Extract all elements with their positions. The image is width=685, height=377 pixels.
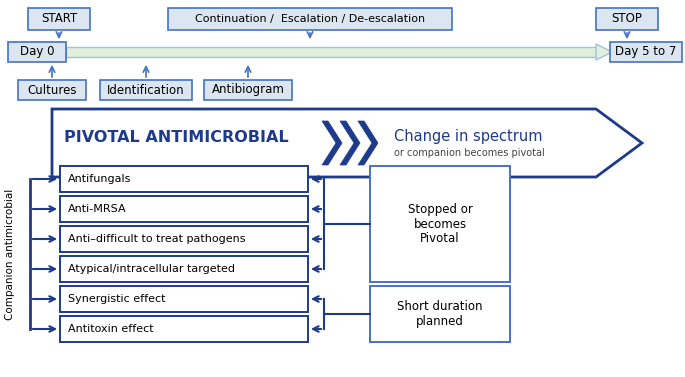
Text: START: START — [41, 12, 77, 26]
Bar — [60, 286, 308, 312]
Text: Synergistic effect: Synergistic effect — [68, 294, 166, 304]
Polygon shape — [358, 121, 378, 165]
Text: Continuation /  Escalation / De-escalation: Continuation / Escalation / De-escalatio… — [195, 14, 425, 24]
Bar — [596, 8, 658, 30]
Text: Companion antimicrobial: Companion antimicrobial — [5, 188, 15, 320]
Bar — [28, 8, 90, 30]
Bar — [168, 8, 452, 30]
Text: Antifungals: Antifungals — [68, 174, 132, 184]
Polygon shape — [52, 109, 642, 177]
Bar — [18, 80, 86, 100]
Bar — [60, 256, 308, 282]
Polygon shape — [322, 121, 342, 165]
Text: Anti–difficult to treat pathogens: Anti–difficult to treat pathogens — [68, 234, 245, 244]
Bar — [66, 47, 596, 57]
Text: Antitoxin effect: Antitoxin effect — [68, 324, 153, 334]
Bar — [8, 42, 66, 62]
Bar — [610, 42, 682, 62]
Bar — [60, 316, 308, 342]
Bar — [60, 166, 308, 192]
Text: Cultures: Cultures — [27, 83, 77, 97]
Bar — [370, 286, 510, 342]
Bar — [100, 80, 192, 100]
Text: Anti-MRSA: Anti-MRSA — [68, 204, 127, 214]
Text: Day 0: Day 0 — [20, 46, 54, 58]
Text: Short duration
planned: Short duration planned — [397, 300, 483, 328]
Text: Change in spectrum: Change in spectrum — [394, 129, 543, 144]
Text: Identification: Identification — [107, 83, 185, 97]
Text: Day 5 to 7: Day 5 to 7 — [615, 46, 677, 58]
Bar — [370, 166, 510, 282]
Bar — [60, 196, 308, 222]
Bar — [60, 226, 308, 252]
Text: PIVOTAL ANTIMICROBIAL: PIVOTAL ANTIMICROBIAL — [64, 130, 288, 146]
Polygon shape — [340, 121, 360, 165]
Text: STOP: STOP — [612, 12, 643, 26]
FancyArrow shape — [596, 44, 612, 60]
Bar — [204, 80, 292, 100]
Text: Stopped or
becomes
Pivotal: Stopped or becomes Pivotal — [408, 202, 473, 245]
Text: or companion becomes pivotal: or companion becomes pivotal — [394, 148, 545, 158]
Text: Atypical/intracellular targeted: Atypical/intracellular targeted — [68, 264, 235, 274]
Text: Antibiogram: Antibiogram — [212, 83, 284, 97]
